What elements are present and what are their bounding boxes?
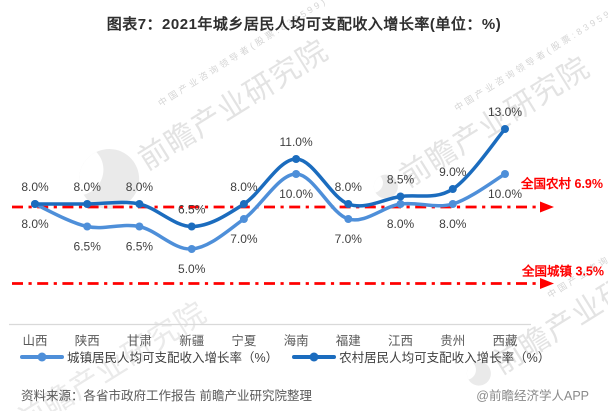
data-point <box>135 200 144 208</box>
data-point <box>396 200 405 208</box>
data-point <box>31 200 39 208</box>
x-axis-label: 贵州 <box>440 334 465 348</box>
data-label: 7.0% <box>335 232 363 246</box>
data-label: 8.0% <box>126 180 154 194</box>
data-label: 10.0% <box>488 187 522 201</box>
data-point <box>501 170 509 178</box>
data-point <box>239 215 248 223</box>
data-label: 11.0% <box>280 135 313 149</box>
data-label: 7.0% <box>230 232 258 246</box>
data-label: 10.0% <box>279 187 313 201</box>
data-point <box>448 200 457 208</box>
data-label: 8.0% <box>21 180 49 194</box>
data-point <box>239 200 248 208</box>
data-label: 6.5% <box>126 240 154 254</box>
legend-label-urban: 城镇居民人均可支配收入增长率（%） <box>67 351 279 365</box>
series-line-urban <box>33 172 507 251</box>
data-point <box>187 245 196 253</box>
x-axis-label: 山西 <box>22 334 47 348</box>
app-credit: @前瞻经济学人APP <box>476 389 589 403</box>
legend-marker-urban-icon <box>20 352 64 361</box>
chart-title: 图表7：2021年城乡居民人均可支配收入增长率(单位：%) <box>106 16 502 33</box>
data-point <box>344 200 353 208</box>
data-label: 6.5% <box>74 240 102 254</box>
legend: 城镇居民人均可支配收入增长率（%） 农村居民人均可支配收入增长率（%） <box>20 347 550 366</box>
data-label: 9.0% <box>439 165 467 179</box>
data-point <box>83 200 92 208</box>
data-label: 8.0% <box>230 180 258 194</box>
x-axis-label: 甘肃 <box>127 334 152 348</box>
legend-label-rural: 农村居民人均可支配收入增长率（%） <box>339 351 551 365</box>
data-label: 13.0% <box>488 105 522 119</box>
x-axis-label: 福建 <box>336 333 362 348</box>
data-point <box>187 222 196 231</box>
x-axis-label: 宁夏 <box>231 333 257 348</box>
series-line-rural <box>33 127 507 229</box>
footer: 资料来源：各省市政府工作报告 前瞻产业研究院整理 @前瞻经济学人APP <box>0 385 608 404</box>
data-label: 8.0% <box>439 217 467 231</box>
legend-item-urban: 城镇居民人均可支配收入增长率（%） <box>20 347 278 366</box>
x-axis-label: 陕西 <box>75 333 100 348</box>
reference-label: 全国农村 6.9% <box>520 176 603 191</box>
data-point <box>344 215 353 223</box>
data-label: 6.5% <box>178 203 206 217</box>
x-axis-label: 西藏 <box>492 334 518 348</box>
data-label: 8.0% <box>387 217 415 231</box>
data-label: 8.0% <box>335 180 363 194</box>
x-axis-label: 新疆 <box>179 333 204 348</box>
data-label: 8.0% <box>74 180 102 194</box>
reference-label: 全国城镇 3.5% <box>521 264 604 279</box>
data-point <box>501 125 509 133</box>
x-axis-label: 江西 <box>388 334 413 348</box>
x-axis-label: 海南 <box>284 333 309 348</box>
data-label: 8.0% <box>21 217 49 231</box>
data-point <box>448 185 457 193</box>
data-point <box>292 170 301 178</box>
data-point <box>135 222 144 231</box>
data-point <box>292 155 301 163</box>
reference-arrow-icon <box>540 278 554 289</box>
reference-arrow-icon <box>540 201 554 213</box>
legend-item-rural: 农村居民人均可支配收入增长率（%） <box>292 347 550 366</box>
data-label: 5.0% <box>178 262 206 276</box>
data-label: 8.5% <box>387 173 415 187</box>
data-point <box>83 222 92 231</box>
legend-marker-rural-icon <box>292 352 337 361</box>
source-note: 资料来源：各省市政府工作报告 前瞻产业研究院整理 <box>21 389 312 403</box>
data-point <box>396 192 405 201</box>
